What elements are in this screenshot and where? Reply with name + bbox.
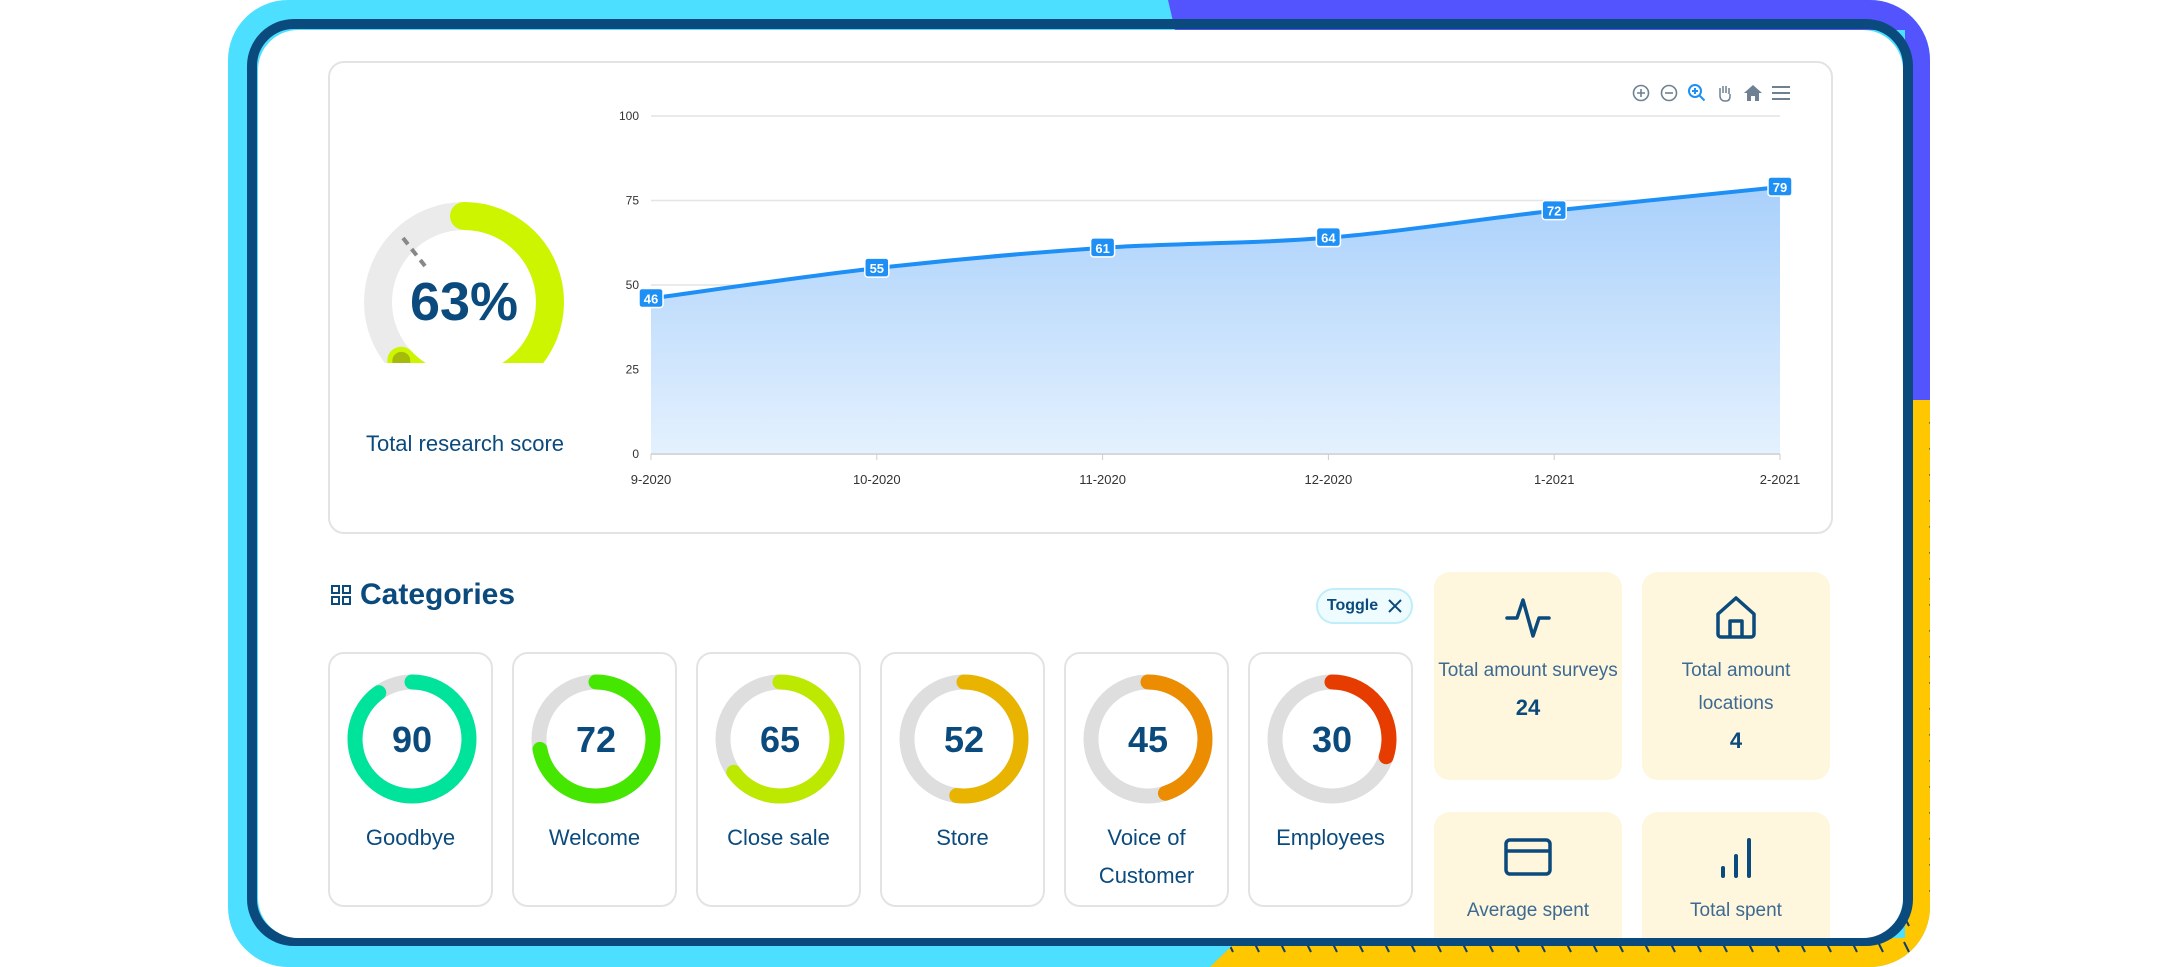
stat-value: 4 <box>1729 728 1743 753</box>
x-tick-label: 10-2020 <box>853 472 901 487</box>
grid-icon <box>331 585 351 605</box>
category-progress-arc <box>715 674 845 804</box>
stat-title: Total amount surveys <box>1438 660 1618 681</box>
y-tick-label: 25 <box>626 363 640 377</box>
x-tick-label: 1-2021 <box>1534 472 1574 487</box>
data-label-box <box>864 257 890 278</box>
home-icon <box>1716 596 1756 639</box>
y-tick-label: 75 <box>626 194 640 208</box>
x-tick-label: 2-2021 <box>1760 472 1800 487</box>
category-donut: 30 <box>1267 674 1397 804</box>
toggle-button[interactable]: Toggle <box>1316 588 1413 624</box>
category-card[interactable]: 30 Employees <box>1248 652 1413 907</box>
category-card[interactable]: 72 Welcome <box>512 652 677 907</box>
total-score-donut: 63% <box>364 202 564 363</box>
pan-icon[interactable] <box>1715 83 1735 103</box>
data-label-box <box>638 287 664 309</box>
category-card[interactable]: 65 Close sale <box>696 652 861 907</box>
close-icon <box>1388 599 1402 613</box>
category-score: 90 <box>392 719 432 760</box>
credit-card-icon <box>1504 838 1552 876</box>
research-score-area-chart: 0 25 50 75 100 9-2020 46 10-2020 55 11-2020 61 12-2… <box>619 109 1800 487</box>
menu-icon[interactable] <box>1771 83 1791 103</box>
x-tick-label: 12-2020 <box>1305 472 1353 487</box>
category-label: Goodbye <box>365 825 456 850</box>
y-tick-label: 100 <box>619 109 639 123</box>
category-donut: 65 <box>715 674 845 804</box>
data-label: 46 <box>644 292 658 307</box>
category-label: Employees <box>1276 825 1385 850</box>
data-label-box <box>1541 199 1567 221</box>
category-label: Welcome <box>548 825 641 850</box>
category-donut: 52 <box>899 674 1029 804</box>
target-marker <box>401 236 427 268</box>
stat-value: 24 <box>1515 695 1541 720</box>
stat-title: Average spent <box>1466 900 1590 921</box>
categories-title: Categories <box>360 578 516 611</box>
data-label-box <box>1089 237 1116 258</box>
category-card[interactable]: 52 Store <box>880 652 1045 907</box>
selection-zoom-icon[interactable] <box>1687 83 1707 103</box>
category-score: 30 <box>1312 719 1352 760</box>
category-card[interactable]: 45 Voice of Customer <box>1064 652 1229 907</box>
series-line <box>650 184 1781 301</box>
stat-title: Total amount locations <box>1681 660 1791 714</box>
chart-toolbar <box>1631 83 1791 103</box>
category-score: 52 <box>944 719 984 760</box>
category-score: 72 <box>576 719 616 760</box>
category-card[interactable]: 90 Goodbye <box>328 652 493 907</box>
category-donut: 72 <box>531 674 661 804</box>
category-label: Voice of Customer <box>1098 825 1195 888</box>
y-tick-label: 0 <box>632 447 639 461</box>
data-label: 64 <box>1321 231 1336 246</box>
stat-title: Total spent <box>1690 900 1782 921</box>
stat-card-locations: Total amount locations 4 <box>1642 572 1830 780</box>
x-tick-label: 9-2020 <box>631 472 671 487</box>
category-progress-arc <box>531 674 661 804</box>
categories-heading: Categories <box>330 578 515 612</box>
stat-card-total-spent: Total spent <box>1642 812 1830 938</box>
category-label: Store <box>936 825 989 850</box>
area-fill <box>651 186 1780 454</box>
data-label-box <box>1315 226 1342 248</box>
category-donut: 90 <box>347 674 477 804</box>
data-label: 72 <box>1547 204 1561 219</box>
score-label: Total research score <box>365 431 565 456</box>
activity-icon <box>1505 598 1551 638</box>
reset-home-icon[interactable] <box>1743 83 1763 103</box>
category-score: 65 <box>760 719 800 760</box>
category-progress-arc <box>347 674 477 804</box>
stat-card-surveys: Total amount surveys 24 <box>1434 572 1622 780</box>
dashboard-screen: 63% Total research score 0 25 50 75 100 9-202… <box>258 30 1903 938</box>
score-value: 63% <box>410 272 518 332</box>
category-progress-arc <box>1083 674 1213 804</box>
x-tick-label: 11-2020 <box>1079 472 1126 487</box>
category-progress-arc <box>899 674 1029 804</box>
zoom-out-icon[interactable] <box>1659 83 1679 103</box>
data-label: 55 <box>870 261 884 276</box>
data-label: 79 <box>1773 180 1787 195</box>
research-score-card: 63% Total research score 0 25 50 75 100 9-202… <box>328 61 1833 534</box>
category-donut: 45 <box>1083 674 1213 804</box>
category-label: Close sale <box>727 825 830 850</box>
toggle-label: Toggle <box>1326 597 1379 614</box>
score-end-dot <box>392 351 411 363</box>
zoom-in-icon[interactable] <box>1631 83 1651 103</box>
category-progress-arc <box>1267 674 1397 804</box>
data-label: 61 <box>1095 241 1109 256</box>
data-label-box <box>1767 176 1793 197</box>
bar-chart-icon <box>1721 838 1751 878</box>
y-tick-label: 50 <box>626 278 640 292</box>
category-score: 45 <box>1128 719 1168 760</box>
stat-card-average-spent: Average spent <box>1434 812 1622 938</box>
